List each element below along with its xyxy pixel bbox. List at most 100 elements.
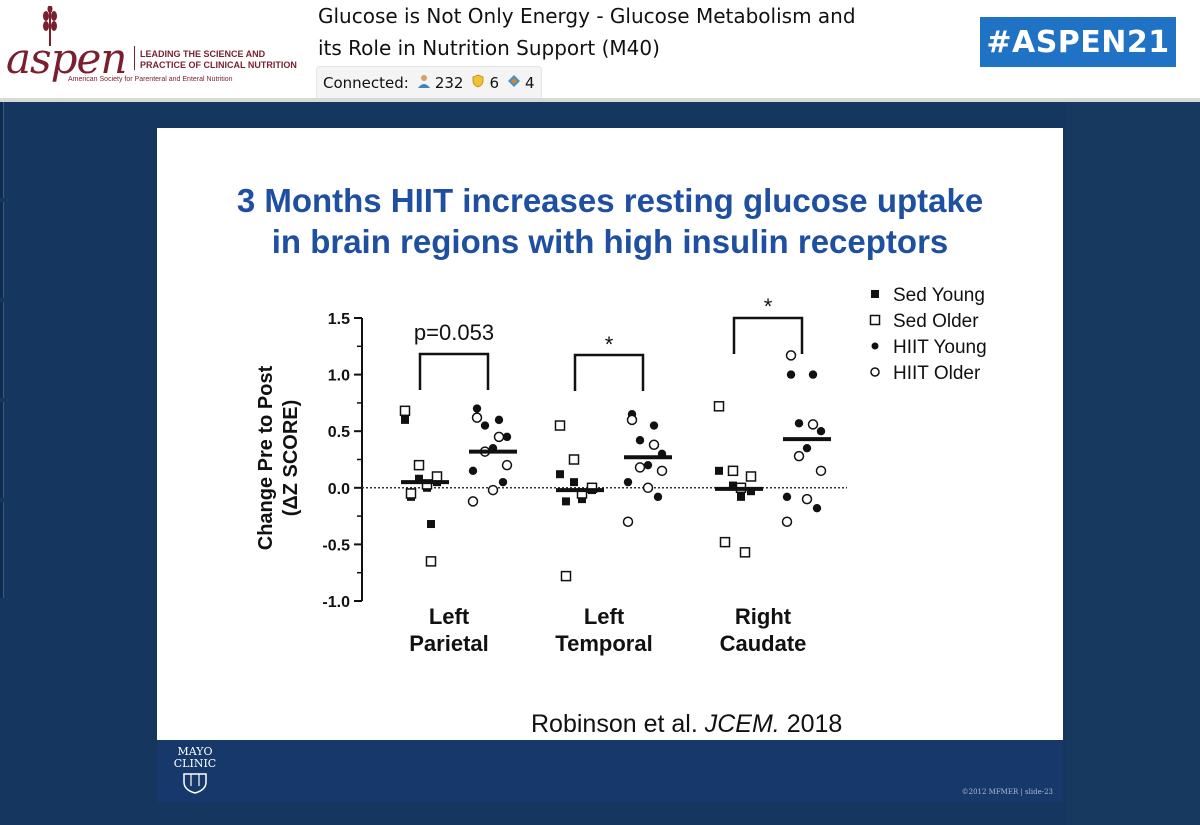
data-point-hiit-older (467, 496, 479, 507)
citation-year: 2018 (786, 710, 843, 738)
data-point-hiit-older (785, 350, 797, 361)
slide: 3 Months HIIT increases resting glucose … (157, 128, 1063, 802)
stage-edge-segment (0, 102, 4, 198)
stage-edge-segment (0, 402, 4, 498)
diamond-icon (507, 74, 521, 92)
moderator-count: 6 (489, 74, 500, 92)
legend-label: Sed Older (893, 311, 979, 332)
session-title: Glucose is Not Only Energy - Glucose Met… (318, 0, 958, 64)
data-point-hiit-older (501, 459, 513, 471)
data-point-hiit-older (801, 493, 813, 505)
data-point-hiit-young (816, 427, 826, 436)
significance-annotation: * (605, 332, 614, 357)
data-point-sed-older (425, 556, 437, 567)
data-point-hiit-young (802, 443, 812, 453)
significance-bracket (418, 352, 490, 390)
data-point-sed-older (413, 459, 425, 471)
data-point-sed-older (431, 471, 443, 482)
legend-marker-hiit-older (870, 367, 880, 377)
data-point-sed-older (568, 454, 580, 465)
category-label-line1: Right (735, 604, 792, 629)
data-point-hiit-older (471, 412, 483, 423)
stage-edge-segment (0, 202, 4, 298)
legend-marker-sed-young (871, 290, 879, 298)
data-point-hiit-young (468, 466, 478, 476)
y-axis-title-line2: (ΔZ SCORE) (280, 400, 302, 517)
event-hashtag-badge: #ASPEN21 (980, 17, 1176, 67)
data-point-sed-older (745, 471, 757, 482)
data-point-sed-young (747, 487, 755, 496)
data-point-hiit-young (649, 421, 659, 430)
data-point-hiit-older (634, 462, 646, 473)
citation-journal: JCEM. (704, 710, 780, 738)
slide-title-line1: 3 Months HIIT increases resting glucose … (236, 182, 984, 219)
data-point-hiit-older (815, 465, 827, 477)
data-point-hiit-young (786, 370, 796, 379)
data-point-hiit-young (643, 460, 653, 470)
data-point-sed-young (562, 497, 570, 506)
stage-edge-segment (0, 502, 4, 598)
category-label-line2: Temporal (555, 631, 652, 656)
data-point-sed-older (719, 536, 731, 548)
data-point-sed-young (556, 470, 564, 479)
data-point-sed-older (739, 547, 751, 558)
logo-wordmark: aspen (6, 34, 127, 83)
data-point-sed-young (737, 492, 745, 501)
shield-crest-icon (183, 773, 207, 794)
logo-subline: American Society for Parenteral and Ente… (68, 76, 233, 83)
stage-edge-segment (0, 302, 4, 398)
data-point-hiit-older (781, 516, 793, 528)
data-point-sed-older (405, 488, 417, 499)
legend-marker-hiit-young (871, 342, 879, 350)
slide-footer: MAYO CLINIC ©2012 MFMER | slide-23 (157, 740, 1063, 802)
person-icon (417, 74, 431, 92)
legend-marker-sed-older (869, 314, 881, 326)
category-label-line2: Caudate (720, 631, 807, 656)
connected-label: Connected: (323, 74, 409, 92)
data-point-sed-young (415, 474, 423, 483)
data-point-sed-older (727, 465, 739, 477)
presentation-stage: 3 Months HIIT increases resting glucose … (0, 102, 1200, 825)
stage-side-panel (1066, 102, 1200, 825)
data-point-hiit-older (656, 465, 668, 477)
data-point-sed-older (586, 482, 598, 494)
data-point-hiit-young (812, 503, 822, 513)
slide-copyright: ©2012 MFMER | slide-23 (961, 788, 1053, 796)
data-point-hiit-young (808, 370, 818, 379)
data-point-sed-older (560, 570, 572, 582)
data-point-sed-young (715, 466, 723, 475)
data-point-hiit-young (635, 436, 645, 445)
data-point-hiit-young (623, 477, 633, 487)
citation: Robinson et al. JCEM. 2018 (531, 710, 842, 739)
y-tick-label: 0.0 (328, 481, 350, 498)
session-header: aspen LEADING THE SCIENCE AND PRACTICE O… (0, 0, 1200, 100)
session-title-line1: Glucose is Not Only Energy - Glucose Met… (318, 4, 856, 28)
y-tick-label: 1.5 (328, 311, 350, 328)
data-point-sed-young (401, 415, 409, 424)
data-point-hiit-older (793, 450, 805, 462)
data-point-hiit-young (502, 432, 512, 442)
data-point-hiit-young (472, 404, 482, 413)
category-label-line2: Parietal (409, 631, 489, 656)
logo-divider (134, 46, 135, 70)
citation-author: Robinson et al. (531, 710, 698, 738)
shield-icon (471, 74, 485, 92)
data-point-hiit-young (782, 492, 792, 502)
data-point-hiit-older (622, 516, 634, 528)
y-tick-label: -1.0 (322, 594, 350, 611)
data-point-hiit-young (494, 415, 504, 425)
category-label-line1: Left (584, 604, 625, 629)
y-tick-label: -0.5 (322, 537, 350, 554)
presenter-count: 4 (525, 74, 535, 92)
legend-label: Sed Young (893, 285, 985, 306)
data-point-hiit-young (480, 421, 490, 430)
attendee-count: 232 (434, 74, 464, 92)
y-tick-label: 1.0 (328, 368, 350, 385)
data-point-sed-young (570, 478, 578, 487)
data-point-hiit-young (498, 477, 508, 487)
connected-status[interactable]: Connected: 232 6 4 (316, 66, 542, 100)
data-point-sed-young (729, 481, 737, 490)
significance-annotation: * (764, 294, 773, 319)
mayo-clinic-text: MAYO CLINIC (173, 745, 217, 770)
y-axis-title-line1: Change Pre to Post (255, 365, 277, 550)
